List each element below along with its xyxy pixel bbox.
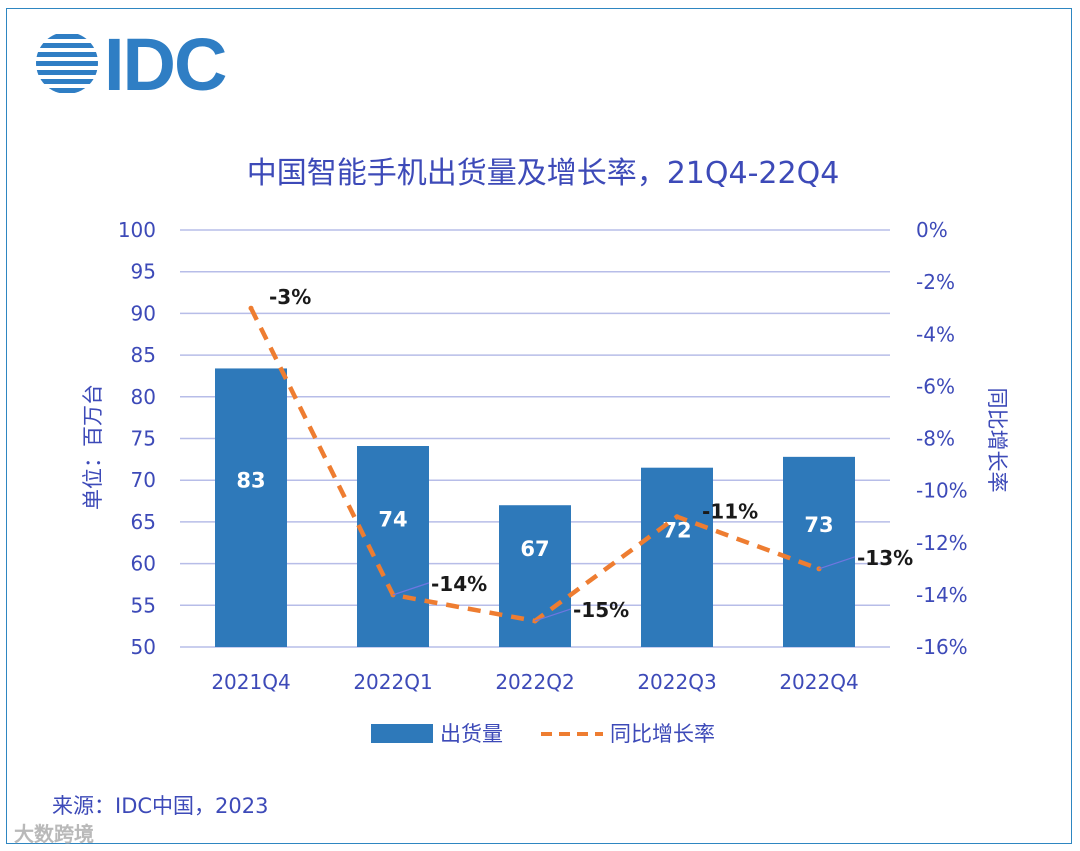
legend: 出货量 同比增长率 xyxy=(371,722,715,746)
y2-tick-label: 0% xyxy=(916,218,948,242)
y-tick-label: 60 xyxy=(131,552,156,576)
bar-value-label: 73 xyxy=(804,513,833,537)
y2-tick-label: -8% xyxy=(916,427,955,451)
bar-value-label: 72 xyxy=(662,518,691,542)
line-point xyxy=(674,514,680,520)
line-series: -3% -14% -15% -11% -13% xyxy=(248,285,913,624)
legend-label-line: 同比增长率 xyxy=(610,722,715,746)
y2-tick-label: -16% xyxy=(916,635,968,659)
y2-tick-label: -2% xyxy=(916,270,955,294)
bar xyxy=(499,505,571,647)
x-axis: 2021Q4 2022Q1 2022Q2 2022Q3 2022Q4 xyxy=(211,670,858,694)
y-tick-label: 95 xyxy=(131,260,156,284)
gridlines xyxy=(180,229,890,648)
y-tick-label: 70 xyxy=(131,468,156,492)
bar xyxy=(783,456,855,647)
x-tick-label: 2022Q2 xyxy=(495,670,574,694)
y2-tick-label: -12% xyxy=(916,531,968,555)
idc-logo: IDC xyxy=(36,23,228,106)
y-tick-label: 85 xyxy=(131,343,156,367)
line-point xyxy=(248,305,254,311)
legend-label-bar: 出货量 xyxy=(440,722,503,746)
y-axis-left: 50 55 60 65 70 75 80 85 90 95 100 xyxy=(118,218,156,659)
label-leader xyxy=(818,556,856,570)
bar xyxy=(215,368,287,647)
y2-tick-label: -14% xyxy=(916,583,968,607)
chart-frame xyxy=(6,8,1072,844)
bar-value-label: 74 xyxy=(378,508,407,532)
line-value-label: -15% xyxy=(573,598,629,622)
y-tick-label: 100 xyxy=(118,218,156,242)
y2-axis-label: 同比增长率 xyxy=(985,388,1009,493)
y-axis-right: -16% -14% -12% -10% -8% -6% -4% -2% 0% xyxy=(916,218,968,659)
legend-swatch-bar xyxy=(371,724,433,743)
label-leader xyxy=(534,608,572,622)
globe-icon xyxy=(36,34,98,93)
source-note: 来源：IDC中国，2023 xyxy=(52,794,269,818)
y-tick-label: 90 xyxy=(131,301,156,325)
y2-tick-label: -10% xyxy=(916,479,968,503)
x-tick-label: 2022Q3 xyxy=(637,670,716,694)
x-tick-label: 2021Q4 xyxy=(211,670,290,694)
logo-text: IDC xyxy=(104,23,226,106)
y2-tick-label: -4% xyxy=(916,322,955,346)
bar-value-label: 67 xyxy=(520,537,549,561)
y-axis-label: 单位：百万台 xyxy=(81,384,105,510)
bar-value-label: 83 xyxy=(236,469,265,493)
line-value-label: -13% xyxy=(857,546,913,570)
x-tick-label: 2022Q1 xyxy=(353,670,432,694)
line-value-label: -3% xyxy=(269,285,311,309)
label-leader xyxy=(392,582,430,596)
x-tick-label: 2022Q4 xyxy=(779,670,858,694)
chart-title: 中国智能手机出货量及增长率，21Q4-22Q4 xyxy=(247,156,840,191)
watermark: 大数跨境 xyxy=(14,822,94,846)
line-value-label: -11% xyxy=(702,500,758,524)
y2-tick-label: -6% xyxy=(916,374,955,398)
y-tick-label: 65 xyxy=(131,510,156,534)
line-value-label: -14% xyxy=(431,572,487,596)
y-tick-label: 50 xyxy=(131,635,156,659)
y-tick-label: 55 xyxy=(131,593,156,617)
bar xyxy=(641,467,713,647)
y-tick-label: 75 xyxy=(131,427,156,451)
y-tick-label: 80 xyxy=(131,385,156,409)
